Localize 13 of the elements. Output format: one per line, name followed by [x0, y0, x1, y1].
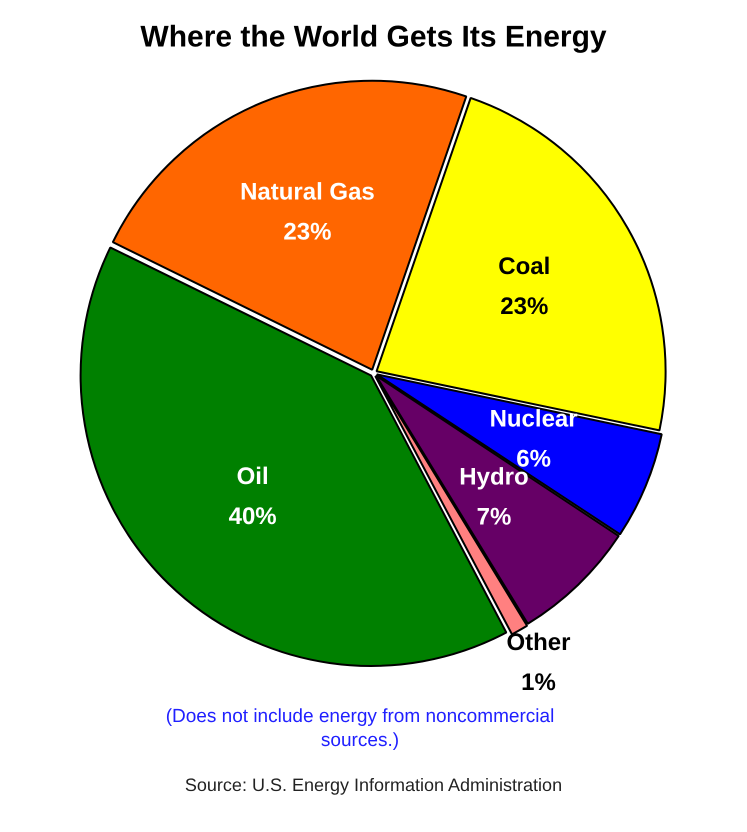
slice-label: Other — [506, 629, 570, 656]
slice-label: Nuclear — [490, 405, 578, 432]
slice-label: Oil — [236, 462, 269, 490]
slice-label: Coal — [498, 252, 550, 280]
data-label: 1% — [521, 669, 556, 696]
text: (Does not include energy from noncommercial sources.) — [164, 705, 556, 753]
data-label: 7% — [476, 503, 512, 530]
data-label: 23% — [500, 292, 548, 320]
data-label: 40% — [228, 502, 277, 530]
chart-title: Where the World Gets Its Energy — [140, 20, 607, 54]
slice-label: Natural Gas — [240, 178, 375, 206]
data-label: 23% — [283, 218, 332, 246]
source-note: Source: U.S. Energy Information Administration — [184, 775, 564, 796]
